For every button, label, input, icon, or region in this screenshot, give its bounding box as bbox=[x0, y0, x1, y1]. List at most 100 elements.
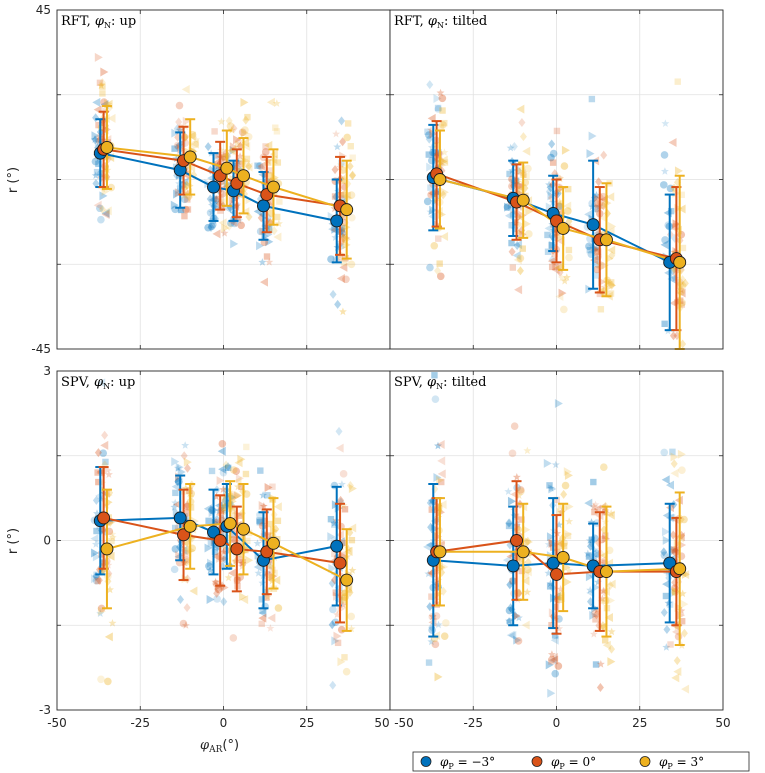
trial-marker bbox=[265, 258, 274, 266]
trial-marker bbox=[344, 544, 353, 553]
trial-marker bbox=[601, 559, 609, 566]
trial-marker bbox=[337, 480, 346, 488]
trial-marker bbox=[436, 475, 445, 485]
trial-marker bbox=[439, 107, 446, 114]
trial-marker bbox=[263, 592, 272, 601]
trial-marker bbox=[440, 231, 449, 241]
trial-marker bbox=[551, 669, 560, 678]
trial-marker bbox=[273, 502, 282, 512]
trial-marker bbox=[234, 140, 243, 150]
trial-marker bbox=[338, 225, 346, 232]
trial-marker bbox=[173, 189, 182, 199]
trial-marker bbox=[244, 537, 251, 545]
trial-marker bbox=[181, 621, 190, 629]
trial-marker bbox=[339, 600, 347, 609]
trial-marker bbox=[183, 180, 191, 190]
trial-marker bbox=[563, 467, 572, 477]
trial-marker bbox=[592, 549, 601, 558]
trial-marker bbox=[227, 145, 236, 155]
trial-marker bbox=[562, 562, 571, 572]
trial-marker bbox=[588, 131, 597, 141]
trial-marker bbox=[219, 548, 228, 556]
trial-marker bbox=[507, 496, 516, 506]
trial-marker bbox=[208, 208, 216, 216]
trial-marker bbox=[508, 247, 516, 257]
trial-marker bbox=[592, 191, 601, 199]
panel-3: 3 0 -3-50 -25 0 25 50 SPV, φN: up bbox=[39, 364, 391, 730]
trial-marker bbox=[171, 145, 178, 152]
trial-marker bbox=[556, 542, 565, 552]
trial-marker bbox=[677, 285, 685, 294]
trial-marker bbox=[184, 550, 192, 557]
trial-marker bbox=[108, 530, 117, 538]
trial-marker bbox=[560, 489, 568, 499]
data-point bbox=[673, 255, 687, 269]
trial-marker bbox=[518, 567, 526, 575]
trial-marker bbox=[183, 457, 192, 467]
trial-marker bbox=[600, 150, 608, 160]
trial-marker bbox=[90, 534, 99, 544]
trial-marker bbox=[544, 569, 553, 577]
trial-marker bbox=[220, 229, 229, 237]
trial-marker bbox=[220, 493, 229, 501]
trial-marker bbox=[337, 495, 345, 505]
trial-marker bbox=[242, 490, 251, 498]
trial-marker bbox=[504, 211, 513, 221]
trial-marker bbox=[562, 273, 571, 281]
trial-marker bbox=[602, 508, 609, 516]
trial-marker bbox=[561, 481, 570, 490]
trial-marker bbox=[339, 539, 347, 547]
trial-marker bbox=[240, 97, 249, 107]
trial-marker bbox=[175, 126, 184, 134]
trial-marker bbox=[102, 458, 109, 466]
trial-marker bbox=[597, 556, 606, 566]
trial-marker bbox=[442, 619, 450, 627]
trial-marker bbox=[331, 550, 338, 558]
trial-marker bbox=[242, 470, 250, 478]
trial-marker bbox=[340, 177, 347, 184]
trial-marker bbox=[427, 496, 436, 505]
trial-marker bbox=[192, 135, 201, 144]
trial-marker bbox=[204, 543, 213, 553]
trial-marker bbox=[556, 233, 565, 243]
trial-marker bbox=[522, 525, 531, 535]
trial-marker bbox=[504, 202, 513, 212]
trial-marker bbox=[586, 246, 594, 254]
trial-marker bbox=[678, 301, 686, 308]
trial-marker bbox=[90, 574, 99, 584]
trial-marker bbox=[213, 588, 221, 598]
trial-marker bbox=[337, 625, 346, 634]
trial-marker bbox=[347, 612, 356, 621]
trial-marker bbox=[91, 157, 100, 166]
trial-marker bbox=[206, 208, 215, 217]
trial-marker bbox=[261, 517, 268, 525]
trial-marker bbox=[425, 131, 433, 139]
data-point bbox=[550, 567, 563, 581]
trial-marker bbox=[211, 577, 220, 586]
trial-marker bbox=[183, 603, 191, 613]
trial-marker bbox=[91, 540, 100, 548]
trial-marker bbox=[510, 422, 519, 431]
y-tick-label: 45 bbox=[36, 3, 51, 17]
trial-marker bbox=[505, 518, 513, 528]
trial-marker bbox=[261, 148, 270, 156]
trial-marker bbox=[229, 634, 238, 642]
trial-marker bbox=[514, 285, 523, 295]
trial-marker bbox=[225, 116, 233, 126]
trial-marker bbox=[510, 506, 519, 514]
trial-marker bbox=[591, 500, 600, 509]
trial-marker bbox=[670, 588, 679, 598]
trial-marker bbox=[584, 498, 593, 508]
trial-marker bbox=[349, 170, 357, 180]
x-tick-label: 0 bbox=[553, 716, 561, 730]
trial-marker bbox=[218, 464, 227, 474]
trial-marker bbox=[525, 230, 533, 238]
data-point bbox=[600, 233, 613, 247]
trial-marker bbox=[90, 135, 99, 143]
trial-marker bbox=[259, 491, 268, 499]
trial-marker bbox=[560, 276, 569, 285]
trial-marker bbox=[214, 585, 223, 594]
trial-marker bbox=[548, 242, 555, 249]
trial-marker bbox=[608, 280, 617, 290]
trial-marker bbox=[96, 79, 104, 87]
